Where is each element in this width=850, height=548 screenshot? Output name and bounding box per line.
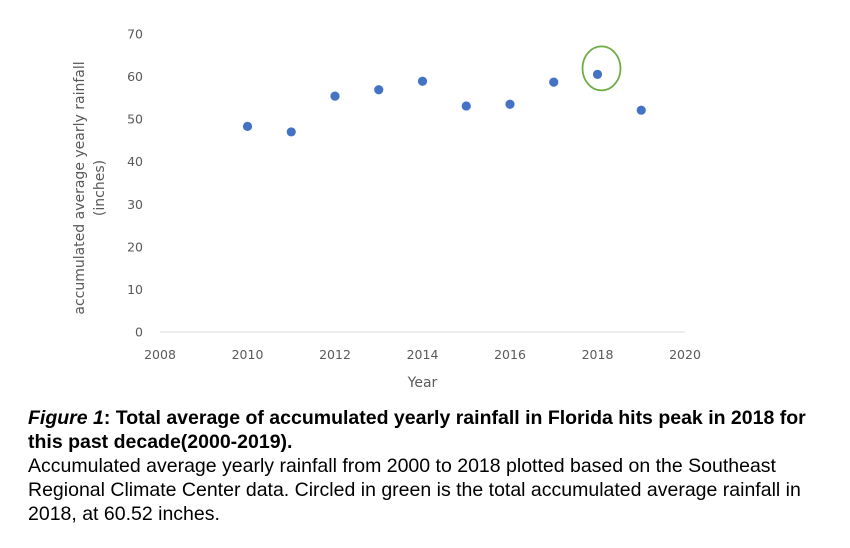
x-tick-label: 2016 [494,347,526,362]
x-tick-label: 2008 [144,347,176,362]
highlight-layer [581,45,622,92]
data-points [242,69,646,137]
y-tick-label: 40 [127,154,143,169]
x-axis-tick-labels: 2008 2010 2012 2014 2016 2018 2020 [144,347,701,362]
data-point [505,99,515,109]
x-axis-title: Year [407,375,438,391]
data-point [330,91,340,101]
x-tick-label: 2018 [582,347,614,362]
highlight-circle [581,45,622,92]
rainfall-scatter-chart: 0 10 20 30 40 50 60 70 2008 2010 2012 2014 2016 2018… [72,27,701,392]
y-axis-tick-labels: 0 10 20 30 40 50 60 70 [127,27,143,340]
figure-label: Figure 1 [28,407,104,429]
data-point [549,77,559,87]
y-tick-label: 20 [127,239,143,254]
caption-title-text: : Total average of accumulated yearly ra… [28,407,806,453]
y-axis-title-line-1: accumulated average yearly rainfall [72,61,88,314]
data-point [374,85,384,95]
x-tick-label: 2012 [319,347,351,362]
x-tick-label: 2010 [232,347,264,362]
y-tick-label: 0 [135,325,143,340]
data-point [242,121,253,131]
y-tick-label: 60 [127,69,143,84]
y-tick-label: 50 [127,112,143,127]
data-point [592,69,603,79]
x-tick-label: 2014 [407,347,439,362]
figure-caption: Figure 1: Total average of accumulated y… [28,406,843,526]
data-point [286,127,296,137]
data-point [636,105,646,115]
data-point [461,101,471,111]
y-tick-label: 70 [127,27,143,42]
caption-title: Figure 1: Total average of accumulated y… [28,406,843,454]
y-axis-title-line-2: (inches) [92,160,108,216]
data-point [417,76,428,86]
y-tick-label: 10 [127,282,143,297]
x-tick-label: 2020 [669,347,701,362]
y-tick-label: 30 [127,197,143,212]
caption-body: Accumulated average yearly rainfall from… [28,455,801,525]
